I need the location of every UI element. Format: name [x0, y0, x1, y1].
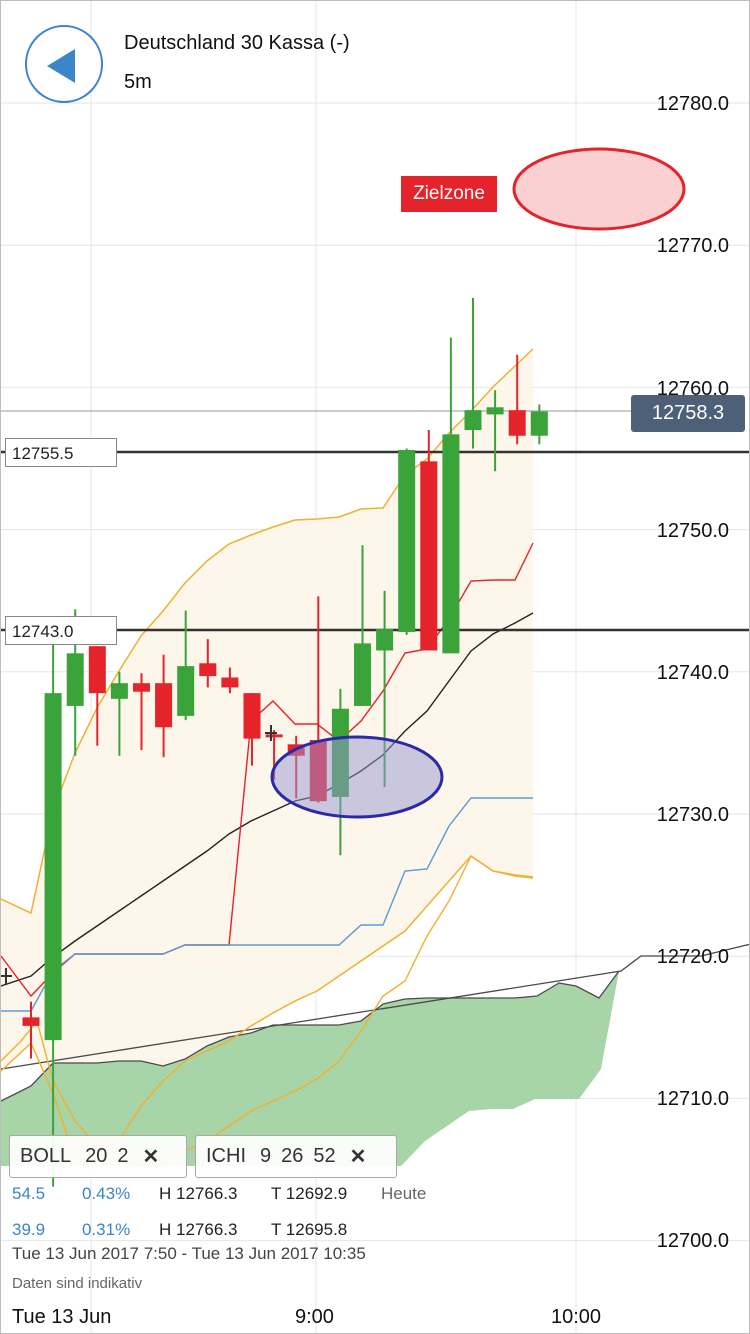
candle-body [44, 693, 62, 1041]
candle-body [486, 407, 504, 415]
high-value: H 12766.3 [159, 1220, 238, 1239]
disclaimer-text: Daten sind indikativ [12, 1275, 143, 1292]
candle-body [22, 1017, 40, 1026]
low-value: T 12695.8 [271, 1220, 348, 1239]
kijun-sen-line [1, 797, 533, 1012]
candle-body [88, 646, 106, 694]
ichimoku-cloud [1, 971, 619, 1166]
candle-body [265, 734, 283, 738]
price-axis-label: 12720.0 [656, 946, 729, 968]
indicator-chip-boll[interactable]: BOLL 20 2 ✕ [9, 1135, 187, 1178]
price-axis-label: 12740.0 [656, 662, 729, 684]
candle-body [66, 653, 84, 706]
back-arrow-icon [47, 49, 75, 83]
candle-body [442, 434, 460, 654]
low-value: T 12692.9 [271, 1184, 348, 1203]
price-axis-label: 12770.0 [656, 235, 729, 257]
high-value: H 12766.3 [159, 1184, 238, 1203]
change-percent: 0.43% [82, 1184, 131, 1203]
cloud-span-a [1, 970, 620, 1102]
price-axis-label: 12710.0 [656, 1088, 729, 1110]
candle-body [177, 666, 195, 716]
candle-body [110, 683, 128, 699]
candle-body [398, 449, 416, 632]
instrument-title: Deutschland 30 Kassa (-) [124, 32, 350, 54]
indicator-param: 52 [313, 1145, 336, 1167]
indicator-param: 20 [85, 1145, 108, 1167]
indicator-chip-ichi[interactable]: ICHI 9 26 52 ✕ [195, 1135, 397, 1178]
change-value: 39.9 [12, 1220, 46, 1239]
candle-body [221, 677, 239, 688]
candle-body [508, 410, 526, 436]
back-button[interactable] [25, 25, 103, 103]
level-tag-lower[interactable]: 12743.0 [5, 616, 117, 645]
time-axis-label: 9:00 [295, 1306, 334, 1328]
indicator-name: BOLL [20, 1145, 72, 1167]
candle-body [155, 683, 173, 728]
time-axis-label: 10:00 [551, 1306, 602, 1328]
price-axis-label: 12730.0 [656, 804, 729, 826]
indicator-param: 2 [117, 1145, 129, 1167]
timeframe-label[interactable]: 5m [124, 71, 152, 93]
candle-body [199, 663, 217, 677]
target-zone-ellipse [512, 147, 686, 231]
price-axis-label: 12750.0 [656, 520, 729, 542]
target-zone-label[interactable]: Zielzone [401, 176, 497, 212]
change-percent: 0.31% [82, 1220, 131, 1239]
chikou-span-line [1, 854, 534, 1167]
cloud-span-b-extension [1, 943, 749, 1070]
price-axis-label: 12700.0 [656, 1230, 729, 1252]
level-tag-upper[interactable]: 12755.5 [5, 438, 117, 467]
candle-body [530, 411, 548, 436]
candle-body [133, 683, 150, 692]
date-range: Tue 13 Jun 2017 7:50 - Tue 13 Jun 2017 1… [12, 1244, 366, 1263]
indicator-name: ICHI [206, 1145, 246, 1167]
entry-zone-ellipse [270, 735, 444, 819]
period-label: Heute [381, 1184, 427, 1203]
price-axis-label: 12780.0 [656, 93, 729, 115]
indicator-param: 26 [281, 1145, 304, 1167]
bollinger-middle-line [1, 612, 534, 987]
time-axis-label: Tue 13 Jun [12, 1306, 112, 1328]
close-icon[interactable]: ✕ [142, 1146, 160, 1168]
close-icon[interactable]: ✕ [349, 1146, 367, 1168]
candle-body [243, 693, 261, 739]
candle-body [420, 461, 438, 651]
indicator-param: 9 [260, 1145, 272, 1167]
current-price-badge: 12758.3 [631, 395, 745, 432]
candle-body [354, 643, 371, 706]
stats-row-range: 39.9 0.31% H 12766.3 T 12695.8 [12, 1220, 381, 1240]
price-axis-label: 12760.0 [656, 378, 729, 400]
candle-body [376, 629, 394, 651]
candle-body [464, 410, 482, 431]
change-value: 54.5 [12, 1184, 46, 1203]
stats-row-today: 54.5 0.43% H 12766.3 T 12692.9 Heute [12, 1184, 426, 1204]
